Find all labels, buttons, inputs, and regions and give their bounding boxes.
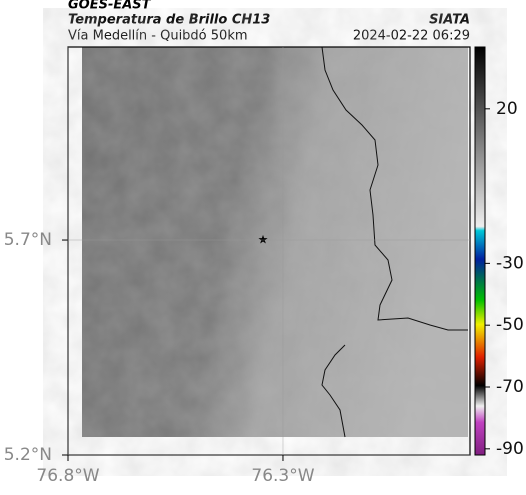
- lon-tick-label: 76.8°W: [36, 466, 99, 486]
- colorbar-tick-label: -30: [496, 253, 524, 273]
- image-texture: [82, 47, 468, 437]
- lat-tick-label: 5.2°N: [4, 445, 52, 465]
- agency: SIATA: [429, 13, 470, 28]
- source: GOES-EAST: [68, 0, 152, 13]
- colorbar: [474, 46, 486, 456]
- subtitle: Vía Medellín - Quibdó 50km: [68, 29, 248, 44]
- map-frame: [67, 46, 471, 456]
- location-star: ★: [258, 233, 269, 247]
- colorbar-tick-label: -50: [496, 315, 524, 335]
- datetime: 2024-02-22 06:29: [353, 29, 470, 44]
- colorbar-tick-label: 20: [496, 99, 518, 119]
- title: Temperatura de Brillo CH13: [68, 13, 270, 28]
- lon-tick-label: 76.3°W: [251, 466, 314, 486]
- colorbar-tick-label: -70: [496, 377, 524, 397]
- border-line: [321, 46, 468, 438]
- lat-tick-label: 5.7°N: [4, 230, 52, 250]
- colorbar-tick-label: -90: [496, 439, 524, 459]
